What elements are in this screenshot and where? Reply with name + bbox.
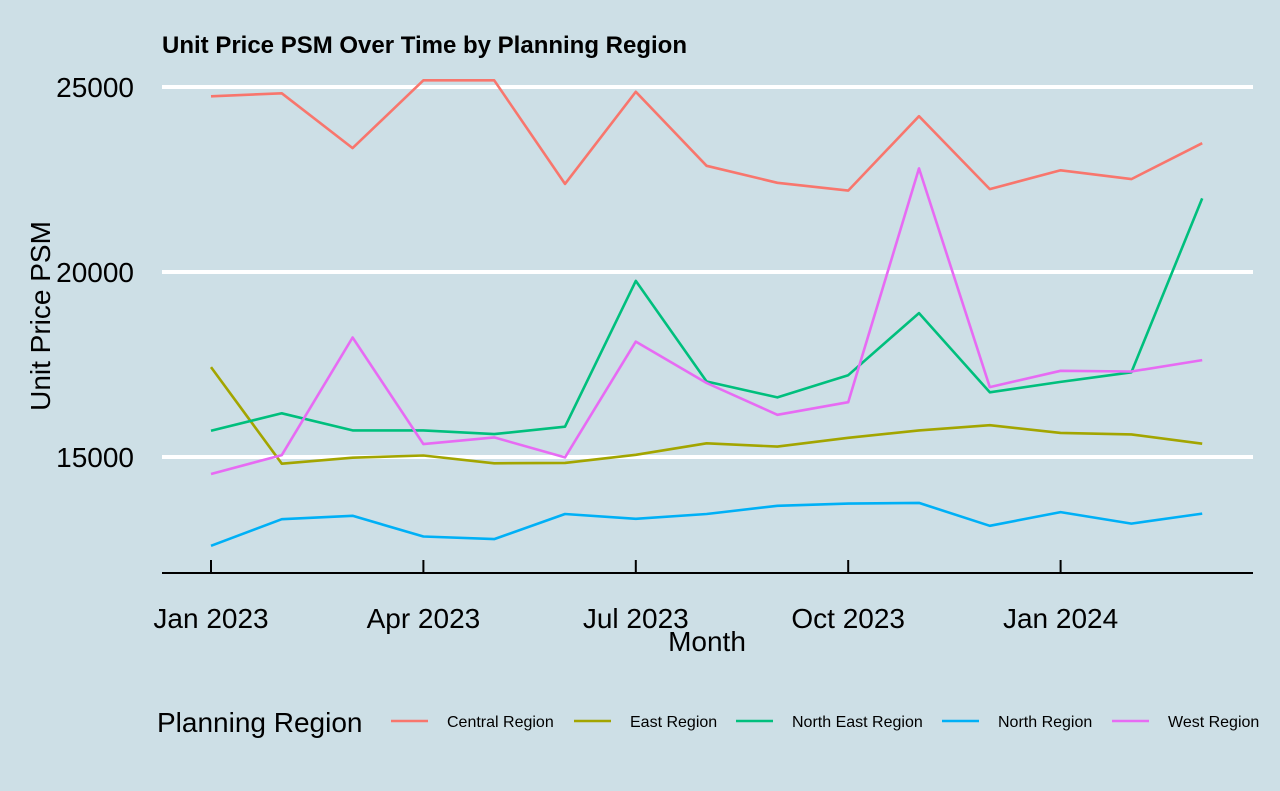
x-axis-label: Month [668, 626, 746, 657]
x-axis-ticks: Jan 2023 Apr 2023 Jul 2023 Oct 2023 Jan 2024 [153, 560, 1118, 634]
chart-title: Unit Price PSM Over Time by Planning Reg… [162, 32, 687, 59]
legend-label: West Region [1168, 714, 1259, 731]
x-tick-label: Jan 2023 [153, 603, 268, 634]
legend: Planning Region Central Region East Regio… [157, 707, 1259, 738]
legend-label: Central Region [447, 714, 554, 731]
series-line-central-region [210, 79, 1203, 192]
series-line-north-region [210, 501, 1203, 548]
y-tick-label: 15000 [56, 442, 134, 473]
series-lines [209, 79, 1204, 548]
legend-title: Planning Region [157, 707, 363, 738]
legend-label: North Region [998, 714, 1092, 731]
series-line-east-region [209, 366, 1203, 466]
legend-label: East Region [630, 714, 717, 731]
legend-label: North East Region [792, 714, 923, 731]
gridlines [162, 85, 1253, 459]
y-axis-label: Unit Price PSM [25, 221, 56, 411]
x-tick-label: Oct 2023 [791, 603, 905, 634]
x-tick-label: Jul 2023 [583, 603, 689, 634]
x-tick-label: Apr 2023 [367, 603, 481, 634]
y-tick-label: 20000 [56, 257, 134, 288]
y-tick-label: 25000 [56, 72, 134, 103]
y-axis-ticks: 15000 20000 25000 [56, 72, 134, 473]
x-tick-label: Jan 2024 [1003, 603, 1118, 634]
series-line-west-region [210, 167, 1203, 476]
